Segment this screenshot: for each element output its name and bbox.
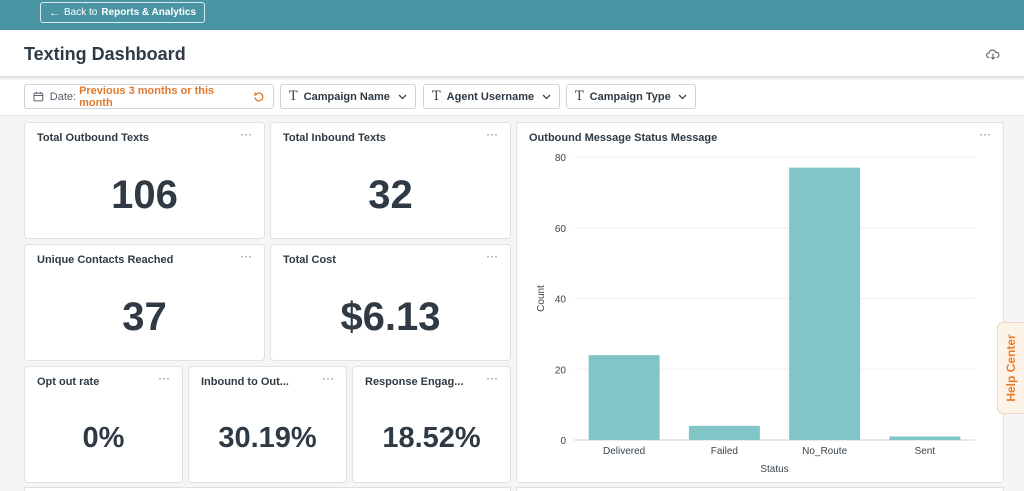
campaign-name-filter-label: Campaign Name <box>303 90 390 103</box>
kpi-value: 37 <box>122 295 167 339</box>
filter-bar: Date: Previous 3 months or this month T … <box>0 80 1024 116</box>
date-filter-value: Previous 3 months or this month <box>79 84 215 109</box>
chart-title: Outbound Message Status Message <box>529 132 718 144</box>
kpi-card-inbound: Total Inbound Texts ··· 32 <box>270 122 511 239</box>
date-filter-label: Date: <box>49 90 77 103</box>
x-tick-label: Sent <box>915 446 936 457</box>
y-tick-label: 60 <box>555 224 567 235</box>
back-prefix: Back to <box>64 7 98 18</box>
kpi-value: $6.13 <box>340 295 441 339</box>
x-axis-label: Status <box>760 464 788 475</box>
agent-username-filter[interactable]: T Agent Username <box>423 84 560 109</box>
cloud-download-icon[interactable] <box>986 48 1000 60</box>
campaign-name-filter[interactable]: T Campaign Name <box>280 84 416 109</box>
kpi-title: Total Inbound Texts <box>283 132 386 144</box>
y-tick-label: 80 <box>555 153 567 164</box>
arrow-left-icon: ← <box>49 6 60 19</box>
text-type-icon: T <box>289 89 298 104</box>
bar-chart: 0 20 40 60 80 Delivered Failed No_Route Sent Stat… <box>536 153 975 475</box>
y-tick-label: 0 <box>560 436 566 447</box>
kpi-title: Inbound to Out... <box>201 376 289 388</box>
chart-card-outbound-status: Outbound Message Status Message ··· 0 20 4… <box>516 122 1004 483</box>
reset-icon[interactable] <box>253 91 265 103</box>
card-menu-icon[interactable]: ··· <box>979 127 991 141</box>
y-tick-label: 20 <box>555 365 567 376</box>
card-menu-icon[interactable]: ··· <box>486 249 498 263</box>
bar-sent <box>889 436 961 440</box>
page-header: Texting Dashboard <box>0 30 1024 78</box>
calendar-icon <box>33 91 44 102</box>
x-tick-label: Delivered <box>603 446 645 457</box>
kpi-card-response-engagement: Response Engag... ··· 18.52% <box>352 366 511 483</box>
kpi-card-total-cost: Total Cost ··· $6.13 <box>270 244 511 361</box>
kpi-title: Unique Contacts Reached <box>37 254 174 266</box>
kpi-card-outbound: Total Outbound Texts ··· 106 <box>24 122 265 239</box>
y-tick-label: 40 <box>555 295 567 306</box>
kpi-card-unique-contacts: Unique Contacts Reached ··· 37 <box>24 244 265 361</box>
kpi-value: 32 <box>368 173 413 217</box>
campaign-type-filter-label: Campaign Type <box>589 90 671 103</box>
card-menu-icon[interactable]: ··· <box>158 371 170 385</box>
next-row-card <box>24 487 511 491</box>
top-bar: ← Back to Reports & Analytics <box>0 0 1024 30</box>
campaign-type-filter[interactable]: T Campaign Type <box>566 84 696 109</box>
card-menu-icon[interactable]: ··· <box>486 127 498 141</box>
x-tick-label: Failed <box>711 446 738 457</box>
date-filter[interactable]: Date: Previous 3 months or this month <box>24 84 274 109</box>
y-axis-label: Count <box>536 285 547 312</box>
help-center-label: Help Center <box>1004 334 1018 402</box>
kpi-card-inbound-to-outbound: Inbound to Out... ··· 30.19% <box>188 366 347 483</box>
page-title: Texting Dashboard <box>24 44 186 64</box>
back-to-reports-button[interactable]: ← Back to Reports & Analytics <box>40 2 206 23</box>
next-row-card <box>516 487 1004 491</box>
card-menu-icon[interactable]: ··· <box>322 371 334 385</box>
chevron-down-icon <box>542 94 551 100</box>
kpi-title: Response Engag... <box>365 376 464 388</box>
card-menu-icon[interactable]: ··· <box>240 249 252 263</box>
chevron-down-icon <box>678 94 687 100</box>
bar-no-route <box>789 167 861 441</box>
kpi-title: Total Outbound Texts <box>37 132 150 144</box>
kpi-value: 18.52% <box>382 422 481 454</box>
back-target: Reports & Analytics <box>101 7 197 18</box>
kpi-value: 30.19% <box>218 422 317 454</box>
x-tick-label: No_Route <box>802 446 847 457</box>
help-center-tab[interactable]: Help Center <box>997 322 1024 414</box>
card-menu-icon[interactable]: ··· <box>240 127 252 141</box>
chevron-down-icon <box>398 94 407 100</box>
kpi-title: Total Cost <box>283 254 336 266</box>
text-type-icon: T <box>575 89 584 104</box>
kpi-card-opt-out-rate: Opt out rate ··· 0% <box>24 366 183 483</box>
bar-delivered <box>588 355 660 440</box>
bar-failed <box>688 425 760 440</box>
text-type-icon: T <box>432 89 441 104</box>
kpi-title: Opt out rate <box>37 376 100 388</box>
agent-username-filter-label: Agent Username <box>446 90 535 103</box>
kpi-value: 106 <box>111 173 178 217</box>
card-menu-icon[interactable]: ··· <box>486 371 498 385</box>
kpi-value: 0% <box>82 422 125 454</box>
